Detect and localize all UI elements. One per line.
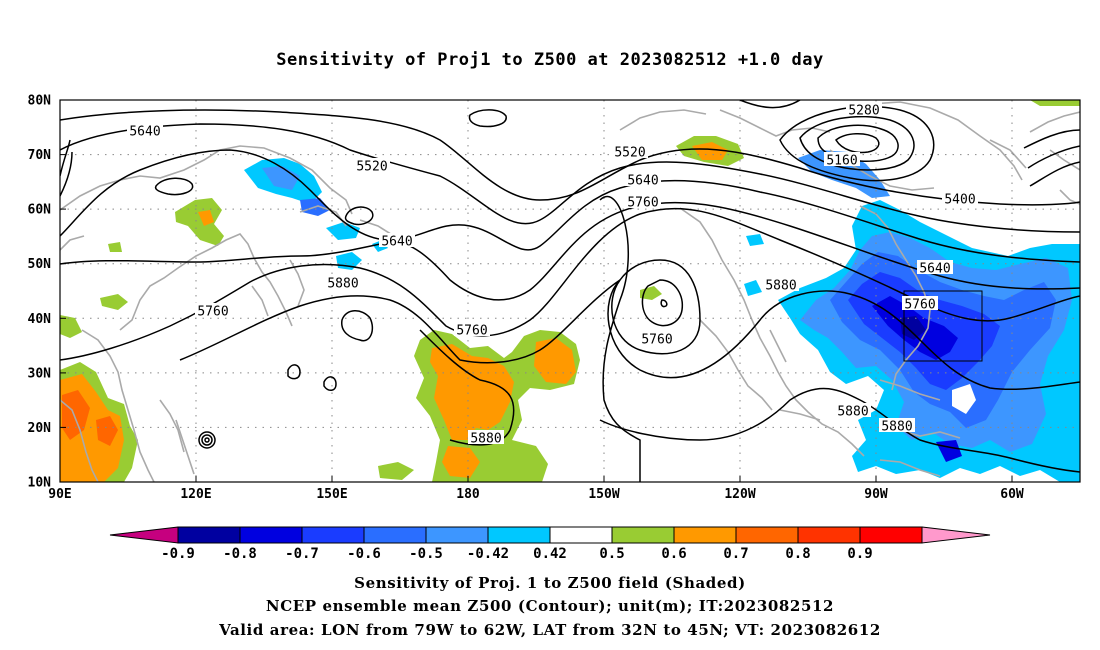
colorbar-min-arrow bbox=[109, 526, 179, 544]
contour-label: 5760 bbox=[454, 322, 490, 339]
lat-label: 70N bbox=[28, 148, 52, 163]
contour-label: 5880 bbox=[325, 275, 361, 292]
contour-label: 5280 bbox=[846, 102, 882, 119]
contour-label-text: 5760 bbox=[641, 333, 672, 348]
contour-label-text: 5160 bbox=[826, 154, 857, 169]
contour-label: 5880 bbox=[879, 418, 915, 435]
contour-label-text: 5880 bbox=[327, 277, 358, 292]
lat-label: 20N bbox=[28, 421, 52, 436]
colorbar-segment bbox=[487, 526, 551, 544]
lon-label: 180 bbox=[456, 487, 480, 502]
contour-label-text: 5880 bbox=[765, 279, 796, 294]
lat-label: 10N bbox=[28, 476, 52, 491]
positive-sensitivity-shading bbox=[60, 100, 1080, 482]
colorbar-segment bbox=[673, 526, 737, 544]
contour-label-text: 5640 bbox=[129, 125, 160, 140]
colorbar-segment bbox=[301, 526, 365, 544]
contour-label: 5160 bbox=[824, 152, 860, 169]
contour-label-text: 5640 bbox=[381, 235, 412, 250]
contour-label: 5880 bbox=[468, 430, 504, 447]
colorbar-segment bbox=[239, 526, 303, 544]
lat-label: 40N bbox=[28, 312, 52, 327]
contour-label-text: 5760 bbox=[627, 196, 658, 211]
contour-label-text: 5760 bbox=[197, 305, 228, 320]
colorbar-segment bbox=[363, 526, 427, 544]
contour-label-text: 5760 bbox=[456, 324, 487, 339]
colorbar-label: -0.7 bbox=[285, 546, 319, 562]
colorbar-label: 0.6 bbox=[661, 546, 686, 562]
contour-label: 5760 bbox=[639, 331, 675, 348]
graticule bbox=[60, 100, 1080, 482]
colorbar-segment bbox=[735, 526, 799, 544]
caption-line-3: Valid area: LON from 79W to 62W, LAT fro… bbox=[219, 621, 881, 639]
contour-label: 5760 bbox=[625, 194, 661, 211]
colorbar-label: -0.8 bbox=[223, 546, 257, 562]
colorbar-label: -0.5 bbox=[409, 546, 443, 562]
colorbar-label: -0.42 bbox=[467, 546, 509, 562]
contour-labels: 5640 5520 5640 5880 5760 5760 5880 5520 5640 5760… bbox=[127, 102, 978, 447]
contour-label: 5760 bbox=[902, 296, 938, 313]
lat-label: 60N bbox=[28, 203, 52, 218]
colorbar-segment bbox=[425, 526, 489, 544]
caption-line-1: Sensitivity of Proj. 1 to Z500 field (Sh… bbox=[354, 574, 746, 592]
colorbar-label: 0.5 bbox=[599, 546, 624, 562]
contour-label: 5520 bbox=[612, 144, 648, 161]
lon-label: 90W bbox=[864, 487, 888, 502]
contour-label: 5640 bbox=[379, 233, 415, 250]
contour-label: 5880 bbox=[835, 403, 871, 420]
valid-area-box bbox=[903, 290, 983, 362]
lat-label: 80N bbox=[28, 94, 52, 109]
lon-label: 60W bbox=[1000, 487, 1024, 502]
chart-title: Sensitivity of Proj1 to Z500 at 20230825… bbox=[276, 50, 824, 70]
lon-label: 90E bbox=[48, 487, 71, 502]
colorbar-segment bbox=[177, 526, 241, 544]
contour-label-text: 5880 bbox=[470, 432, 501, 447]
colorbar-segment bbox=[859, 526, 923, 544]
colorbar-label: 0.8 bbox=[785, 546, 810, 562]
lon-label: 120E bbox=[180, 487, 211, 502]
contour-label-text: 5760 bbox=[904, 298, 935, 313]
colorbar-label: -0.6 bbox=[347, 546, 381, 562]
contour-label: 5400 bbox=[942, 191, 978, 208]
contour-label-text: 5880 bbox=[837, 405, 868, 420]
lon-label: 150E bbox=[316, 487, 347, 502]
contour-label: 5640 bbox=[127, 123, 163, 140]
map-body: 5640 5520 5640 5880 5760 5760 5880 5520 5640 5760… bbox=[60, 100, 1080, 482]
axis-ticks bbox=[59, 99, 1013, 483]
contour-label-text: 5400 bbox=[944, 193, 975, 208]
lon-label: 120W bbox=[724, 487, 755, 502]
contour-label-text: 5640 bbox=[919, 262, 950, 277]
colorbar-label: 0.42 bbox=[533, 546, 567, 562]
contour-label: 5760 bbox=[195, 303, 231, 320]
contour-label: 5640 bbox=[625, 172, 661, 189]
colorbar-segment bbox=[611, 526, 675, 544]
lat-label: 50N bbox=[28, 257, 52, 272]
contour-label-text: 5280 bbox=[848, 104, 879, 119]
contour-label-text: 5520 bbox=[614, 146, 645, 161]
colorbar: -0.9 -0.8 -0.7 -0.6 -0.5 -0.42 0.42 0.5 0.6 0.7 0.… bbox=[109, 526, 991, 562]
map-frame bbox=[59, 99, 1081, 483]
lon-label: 150W bbox=[588, 487, 619, 502]
contour-label: 5880 bbox=[763, 277, 799, 294]
contour-label: 5640 bbox=[917, 260, 953, 277]
contour-label-text: 5880 bbox=[881, 420, 912, 435]
colorbar-segment bbox=[797, 526, 861, 544]
colorbar-max-arrow bbox=[921, 526, 991, 544]
contour-label-text: 5640 bbox=[627, 174, 658, 189]
colorbar-label: -0.9 bbox=[161, 546, 195, 562]
axis-labels: 80N 70N 60N 50N 40N 30N 20N 10N 90E 120E… bbox=[28, 94, 1024, 503]
lat-label: 30N bbox=[28, 366, 52, 381]
contour-label: 5520 bbox=[354, 158, 390, 175]
colorbar-label: 0.7 bbox=[723, 546, 748, 562]
colorbar-label: 0.9 bbox=[847, 546, 872, 562]
colorbar-segment bbox=[549, 526, 613, 544]
contour-label-text: 5520 bbox=[356, 160, 387, 175]
caption-line-2: NCEP ensemble mean Z500 (Contour); unit(… bbox=[265, 597, 835, 615]
